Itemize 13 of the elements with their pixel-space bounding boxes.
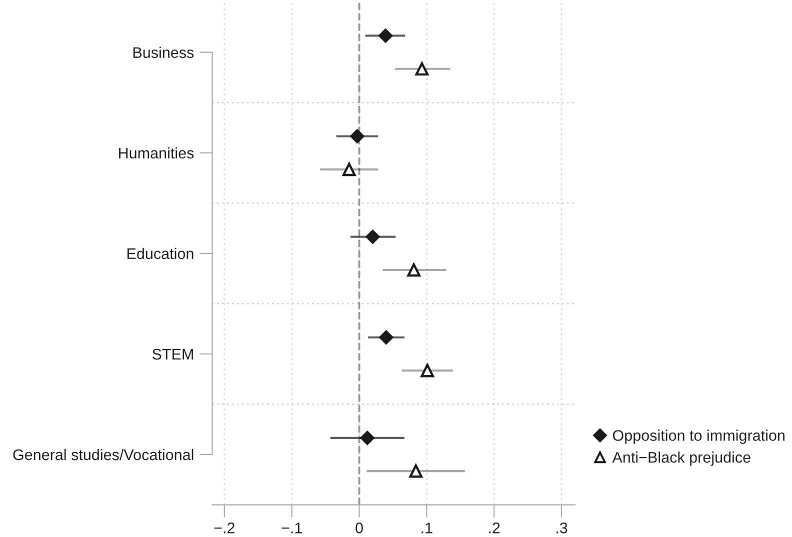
y-tick-label: General studies/Vocational (13, 448, 194, 460)
legend-label: Opposition to immigration (612, 430, 784, 444)
y-tick-label: Business (133, 46, 194, 58)
y-tick-label: Humanities (119, 147, 194, 159)
x-tick-label: −.2 (214, 522, 234, 534)
x-tick-label: .1 (422, 522, 432, 534)
x-tick-label: 0 (356, 522, 363, 534)
y-tick-label: STEM (152, 348, 193, 360)
x-tick-label: .2 (489, 522, 500, 534)
y-tick-label: Education (128, 248, 194, 260)
x-tick-label: .3 (556, 522, 568, 534)
x-tick-label: −.1 (282, 522, 302, 534)
legend-label: Anti−Black prejudice (612, 452, 750, 466)
